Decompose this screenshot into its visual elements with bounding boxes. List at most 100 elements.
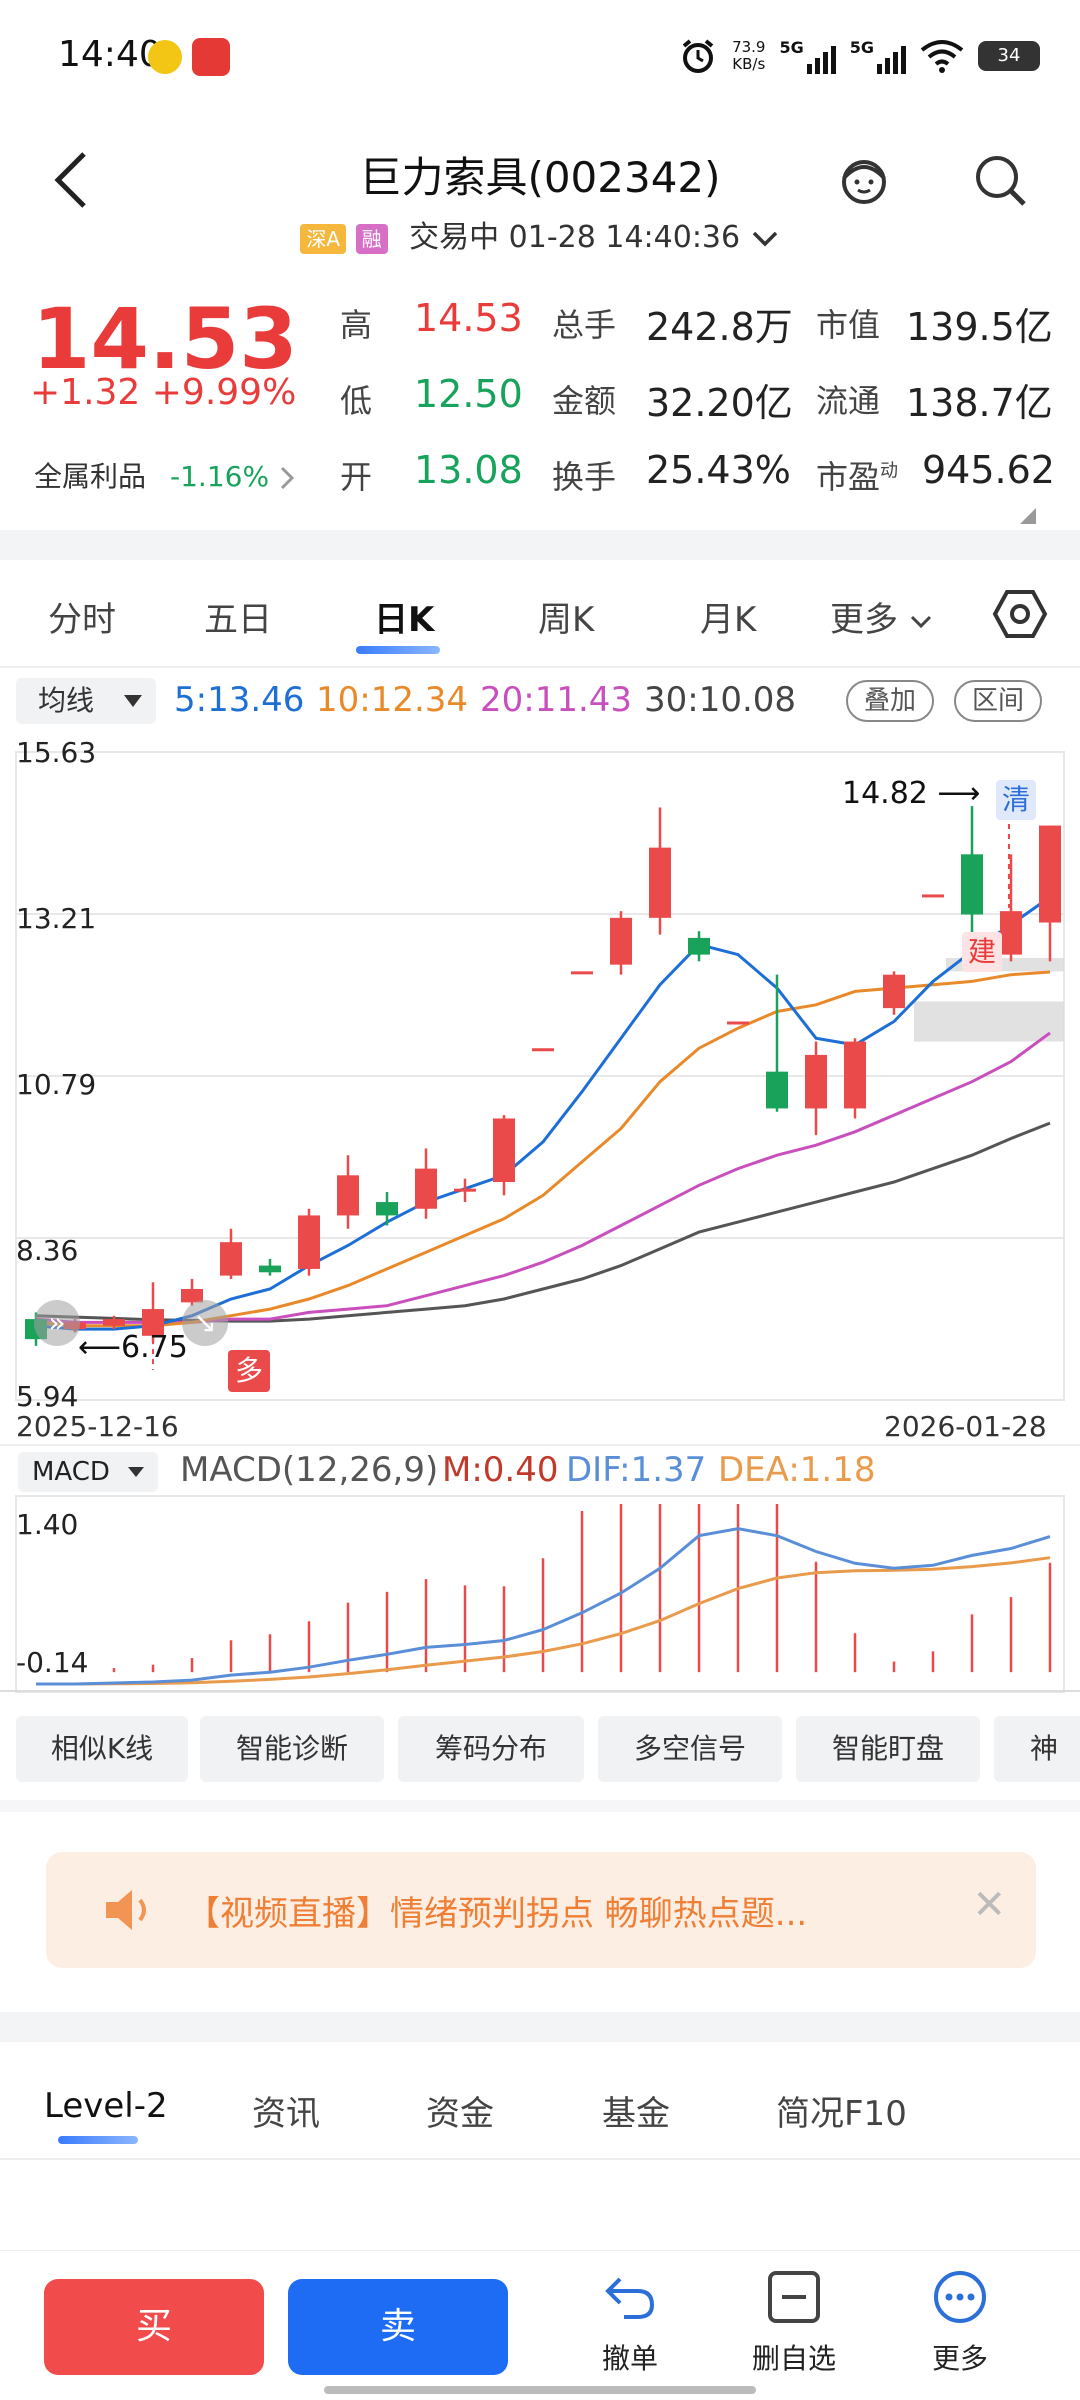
banner-text: 【视频直播】情绪预判拐点 畅聊热点题... xyxy=(186,1894,808,1934)
candle-body xyxy=(610,917,632,965)
open-value: 13.08 xyxy=(414,448,523,492)
macd-dea-value: DEA:1.18 xyxy=(718,1450,876,1490)
min-price-label: ⟵6.75 xyxy=(78,1330,188,1365)
clear-signal-tag[interactable]: 清 xyxy=(996,780,1036,820)
current-price: 14.53 xyxy=(32,290,298,388)
candle-body xyxy=(883,974,905,1009)
trading-status[interactable]: 深A 融 交易中 01-28 14:40:36 xyxy=(0,212,1080,256)
candle-body xyxy=(415,1168,437,1209)
pe-label[interactable]: 市盈动 xyxy=(816,458,899,496)
back-button[interactable] xyxy=(48,150,98,210)
tab-more[interactable]: 更多 xyxy=(830,592,933,641)
kline-chart[interactable] xyxy=(0,730,1080,1430)
tool-smart-diagnosis[interactable]: 智能诊断 xyxy=(200,1716,384,1782)
float-cap-label: 流通 xyxy=(816,382,881,420)
tools-divider xyxy=(0,1690,1080,1692)
candle-body xyxy=(844,1041,866,1109)
dea-line xyxy=(36,1556,1051,1686)
ma5-value: 5:13.46 xyxy=(174,680,305,720)
macd-select[interactable]: MACD xyxy=(18,1452,158,1492)
long-signal-tag[interactable]: 多 xyxy=(228,1350,270,1392)
close-icon[interactable]: ✕ xyxy=(972,1882,1006,1928)
tab-funds-flow[interactable]: 资金 xyxy=(426,2094,494,2134)
indicator-select[interactable]: 均线 xyxy=(16,678,156,724)
market-tag: 深A xyxy=(300,223,347,254)
section-divider-2 xyxy=(0,2012,1080,2042)
buy-button[interactable]: 买 xyxy=(44,2279,264,2375)
home-indicator xyxy=(324,2386,756,2394)
tab-monthly-k[interactable]: 月K xyxy=(700,600,757,640)
settings-hexagon-icon[interactable] xyxy=(992,586,1048,642)
y-label-3: 10.79 xyxy=(16,1068,97,1101)
tab-fund[interactable]: 基金 xyxy=(602,2094,670,2134)
profit-value: -1.16% xyxy=(170,460,270,493)
more-button[interactable]: 更多 xyxy=(900,2269,1020,2377)
turnover-label: 换手 xyxy=(552,458,617,496)
date-end: 2026-01-28 xyxy=(884,1410,1047,1443)
macd-y-bottom: -0.14 xyxy=(16,1646,89,1679)
active-tab-indicator xyxy=(356,646,440,654)
alarm-icon xyxy=(682,39,714,73)
candle-body xyxy=(571,971,593,975)
tab-news[interactable]: 资讯 xyxy=(252,2094,320,2134)
high-label: 高 xyxy=(340,306,373,344)
profit-summary[interactable]: 全属利品 -1.16% xyxy=(34,455,296,495)
candle-body xyxy=(493,1118,515,1182)
macd-chart[interactable] xyxy=(0,1494,1080,1694)
candle-body xyxy=(454,1188,476,1192)
tab-daily-k[interactable]: 日K xyxy=(374,600,435,640)
tab-five-day[interactable]: 五日 xyxy=(204,600,272,640)
candle-body xyxy=(805,1054,827,1109)
turnover-value: 25.43% xyxy=(646,448,791,492)
scroll-left-icon[interactable]: » xyxy=(34,1300,80,1346)
search-icon[interactable] xyxy=(970,150,1030,210)
overlay-button[interactable]: 叠加 xyxy=(846,680,935,722)
live-banner[interactable]: 【视频直播】情绪预判拐点 畅聊热点题... ✕ xyxy=(46,1852,1036,1968)
amount-value: 32.20亿 xyxy=(646,381,793,425)
amount-label: 金额 xyxy=(552,382,617,420)
battery-icon: 34 xyxy=(978,41,1040,71)
assistant-avatar-icon[interactable] xyxy=(834,150,894,210)
tab-level2[interactable]: Level-2 xyxy=(44,2086,168,2126)
tab-intraday[interactable]: 分时 xyxy=(48,600,116,640)
banner-top-gap xyxy=(0,1800,1080,1812)
market-cap-label: 市值 xyxy=(816,306,881,344)
chevron-down-icon xyxy=(752,231,777,246)
candle-body xyxy=(142,1309,164,1336)
tool-long-short-signal[interactable]: 多空信号 xyxy=(598,1716,782,1782)
active-tab-indicator xyxy=(58,2136,138,2144)
support-band xyxy=(914,1001,1064,1042)
tool-smart-watch[interactable]: 智能盯盘 xyxy=(796,1716,980,1782)
candle-body xyxy=(298,1215,320,1269)
low-value: 12.50 xyxy=(414,372,523,416)
expand-corner-icon[interactable] xyxy=(1020,508,1036,524)
status-bar: 14:40 73.9 KB/s 5G 5G 34 xyxy=(0,0,1080,110)
ma10-value: 10:12.34 xyxy=(316,680,469,720)
status-time: 14:40 xyxy=(58,34,162,75)
build-signal-tag[interactable]: 建 xyxy=(962,932,1002,972)
candle-body xyxy=(727,1021,749,1025)
dif-line xyxy=(36,1527,1051,1686)
tool-similar-kline[interactable]: 相似K线 xyxy=(16,1716,188,1782)
sell-button[interactable]: 卖 xyxy=(288,2279,508,2375)
chart-frame xyxy=(15,751,1065,1401)
zoom-icon[interactable]: ↘ xyxy=(182,1300,228,1346)
tool-chip-distribution[interactable]: 筹码分布 xyxy=(398,1716,584,1782)
candle-body xyxy=(337,1175,359,1216)
app-notification-icon-2 xyxy=(192,38,230,76)
macd-params: MACD(12,26,9) xyxy=(180,1450,439,1490)
tab-profile-f10[interactable]: 简况F10 xyxy=(776,2094,907,2134)
remove-favorite-button[interactable]: 删自选 xyxy=(734,2269,854,2377)
tab-weekly-k[interactable]: 周K xyxy=(538,600,595,640)
candle-body xyxy=(532,1048,554,1052)
pe-sup: 动 xyxy=(880,460,899,482)
range-button[interactable]: 区间 xyxy=(954,680,1043,722)
trading-time: 交易中 01-28 14:40:36 xyxy=(409,220,741,255)
candle-body xyxy=(688,937,710,955)
signal-icon: 5G xyxy=(779,38,836,74)
tool-more[interactable]: 神 xyxy=(994,1716,1080,1782)
candle-body xyxy=(103,1319,125,1326)
float-cap-value: 138.7亿 xyxy=(906,381,1053,425)
caret-down-icon xyxy=(124,695,142,707)
cancel-order-button[interactable]: 撤单 xyxy=(570,2269,690,2377)
